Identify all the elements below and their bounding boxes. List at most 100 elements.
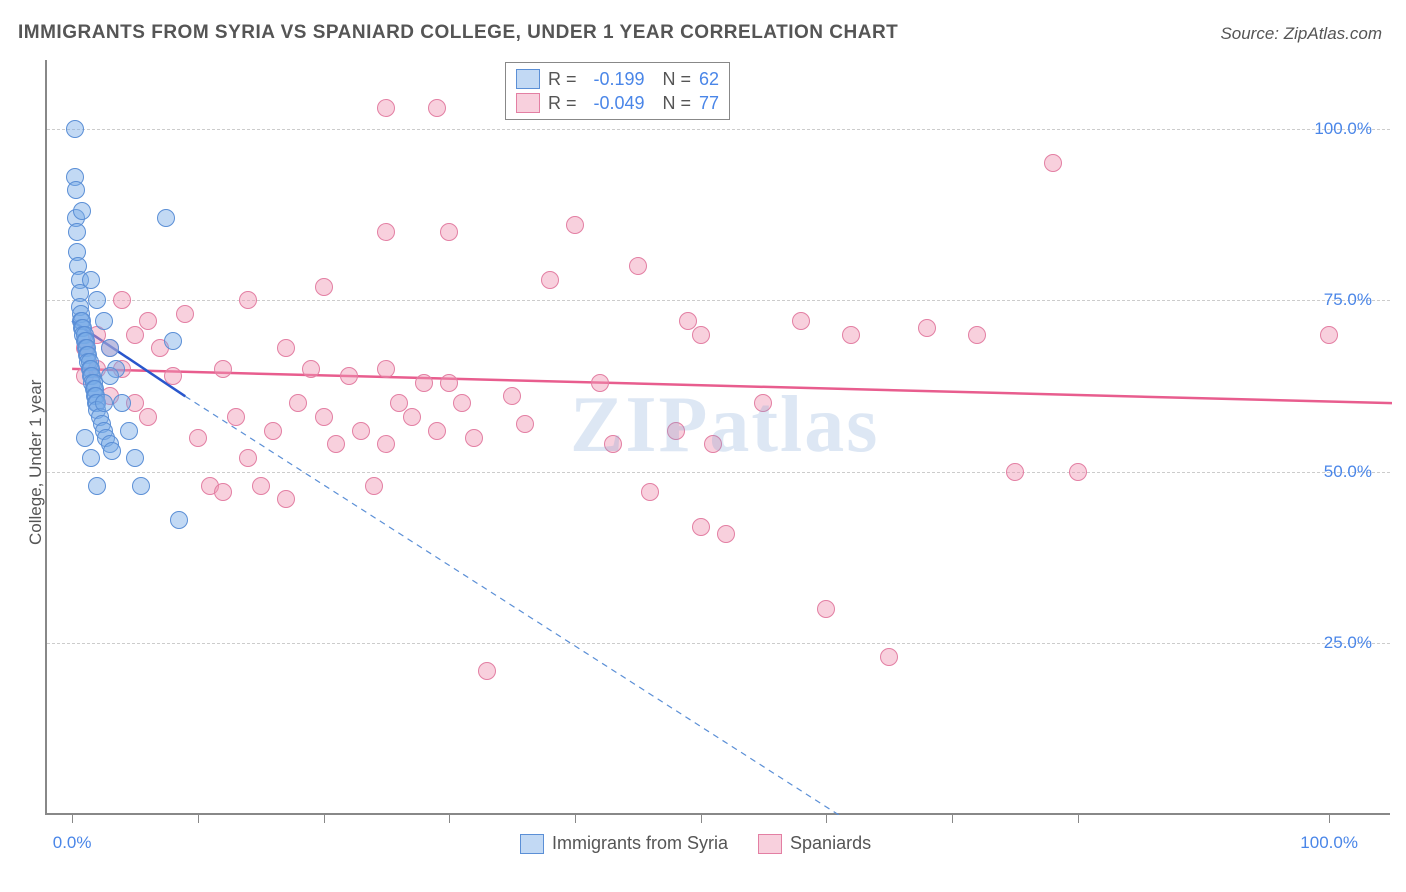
series-a-point (73, 202, 91, 220)
series-b-point (692, 518, 710, 536)
series-a-point (88, 477, 106, 495)
n-value-a: 62 (699, 69, 719, 90)
series-b-point (239, 291, 257, 309)
y-tick-label: 100.0% (1272, 119, 1372, 139)
legend-row-a: R = -0.199 N = 62 (516, 67, 719, 91)
r-label: R = (548, 93, 577, 114)
series-b-point (315, 408, 333, 426)
series-a-point (68, 223, 86, 241)
y-tick-label: 75.0% (1272, 290, 1372, 310)
series-a-point (82, 271, 100, 289)
series-a-point (66, 120, 84, 138)
series-b-point (667, 422, 685, 440)
series-b-point (214, 483, 232, 501)
series-b-point (880, 648, 898, 666)
series-b-point (176, 305, 194, 323)
x-tick (1329, 813, 1330, 823)
series-b-point (315, 278, 333, 296)
series-b-point (289, 394, 307, 412)
series-a-point (101, 339, 119, 357)
plot-area: 25.0%50.0%75.0%100.0%0.0%100.0% (45, 60, 1390, 815)
x-tick (324, 813, 325, 823)
series-a-point (95, 394, 113, 412)
x-tick (575, 813, 576, 823)
series-b-point (440, 374, 458, 392)
series-b-point (641, 483, 659, 501)
series-b-point (340, 367, 358, 385)
series-a-point (132, 477, 150, 495)
series-b-point (717, 525, 735, 543)
series-b-point (478, 662, 496, 680)
series-a-point (76, 429, 94, 447)
x-tick (701, 813, 702, 823)
series-b-point (428, 99, 446, 117)
series-b-point (465, 429, 483, 447)
series-b-point (1006, 463, 1024, 481)
x-tick-label: 100.0% (1300, 833, 1358, 853)
series-a-point (170, 511, 188, 529)
series-b-point (541, 271, 559, 289)
series-b-point (227, 408, 245, 426)
series-b-point (1320, 326, 1338, 344)
series-b-point (440, 223, 458, 241)
n-value-b: 77 (699, 93, 719, 114)
series-a-point (126, 449, 144, 467)
r-label: R = (548, 69, 577, 90)
series-a-point (120, 422, 138, 440)
series-b-point (139, 312, 157, 330)
gridline (47, 643, 1390, 644)
y-tick-label: 25.0% (1272, 633, 1372, 653)
swatch-series-a (520, 834, 544, 854)
series-a-point (82, 449, 100, 467)
series-b-point (377, 223, 395, 241)
series-a-point (157, 209, 175, 227)
series-a-point (113, 394, 131, 412)
y-tick-label: 50.0% (1272, 462, 1372, 482)
legend-row-b: R = -0.049 N = 77 (516, 91, 719, 115)
x-tick (826, 813, 827, 823)
series-a-point (95, 312, 113, 330)
series-b-point (516, 415, 534, 433)
series-b-point (365, 477, 383, 495)
gridline (47, 472, 1390, 473)
y-axis-label: College, Under 1 year (26, 380, 46, 545)
series-b-point (415, 374, 433, 392)
series-b-point (428, 422, 446, 440)
series-b-name: Spaniards (790, 833, 871, 854)
swatch-series-b (516, 93, 540, 113)
n-label: N = (663, 69, 692, 90)
series-b-point (629, 257, 647, 275)
series-b-point (918, 319, 936, 337)
x-tick (449, 813, 450, 823)
series-a-point (67, 181, 85, 199)
series-b-point (377, 99, 395, 117)
series-b-point (842, 326, 860, 344)
x-tick (952, 813, 953, 823)
series-b-point (377, 435, 395, 453)
legend-item-b: Spaniards (758, 833, 871, 854)
gridline (47, 129, 1390, 130)
bottom-legend: Immigrants from Syria Spaniards (520, 833, 871, 854)
series-b-point (566, 216, 584, 234)
x-tick (1078, 813, 1079, 823)
series-b-point (704, 435, 722, 453)
series-a-name: Immigrants from Syria (552, 833, 728, 854)
series-b-point (792, 312, 810, 330)
series-b-point (113, 291, 131, 309)
series-b-point (1069, 463, 1087, 481)
series-b-point (968, 326, 986, 344)
series-a-point (103, 442, 121, 460)
n-label: N = (663, 93, 692, 114)
series-b-point (327, 435, 345, 453)
series-b-point (164, 367, 182, 385)
series-b-point (277, 339, 295, 357)
series-b-point (453, 394, 471, 412)
x-tick-label: 0.0% (53, 833, 92, 853)
series-b-point (817, 600, 835, 618)
series-b-point (377, 360, 395, 378)
series-a-point (88, 291, 106, 309)
series-b-point (503, 387, 521, 405)
swatch-series-b (758, 834, 782, 854)
series-b-point (189, 429, 207, 447)
series-b-point (277, 490, 295, 508)
